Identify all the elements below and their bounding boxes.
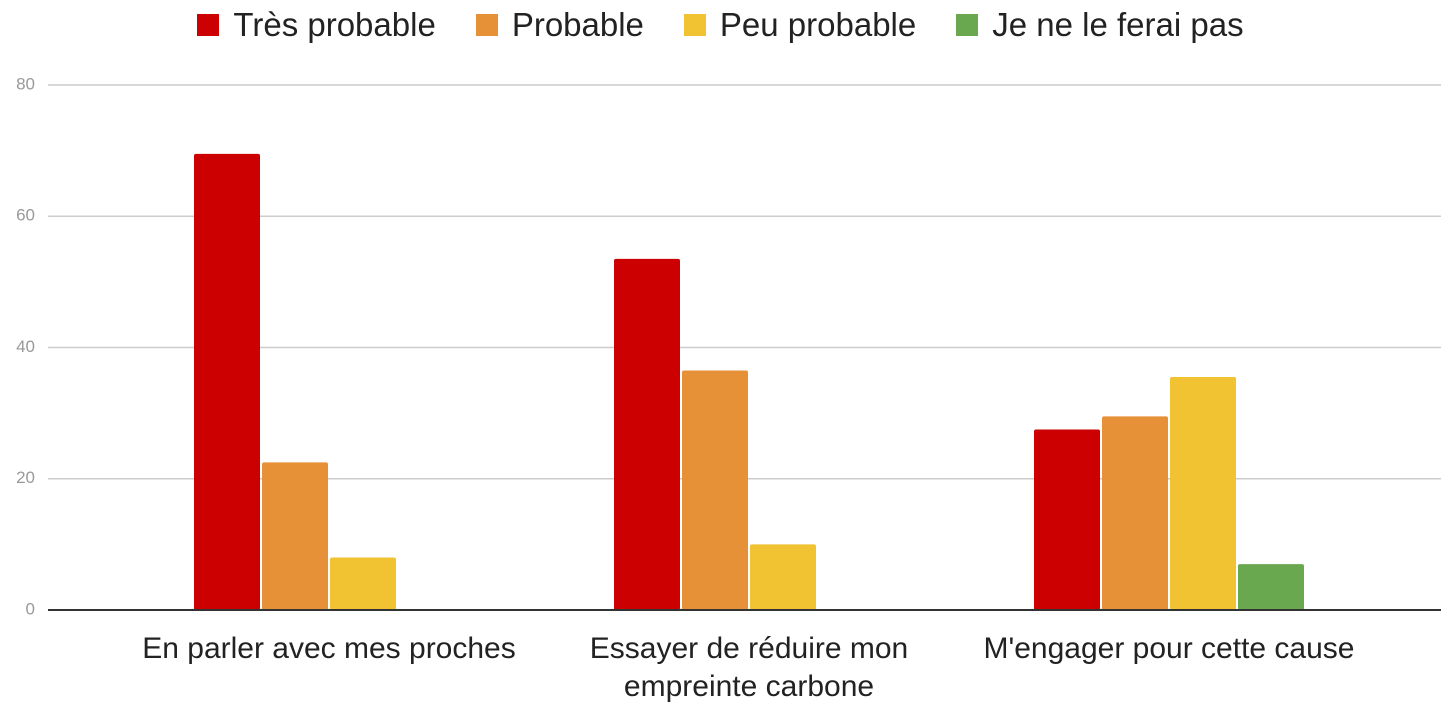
legend-swatch <box>956 14 979 36</box>
bar <box>262 462 328 610</box>
y-tick-label: 80 <box>16 74 35 93</box>
bar <box>750 544 816 610</box>
bar <box>1238 564 1304 610</box>
legend-item: Probable <box>475 6 644 44</box>
y-tick-label: 0 <box>26 599 35 618</box>
legend-label: Peu probable <box>719 6 917 43</box>
bar <box>1170 377 1236 610</box>
x-tick-label: M'engager pour cette cause <box>983 632 1355 665</box>
legend-item: Peu probable <box>683 6 917 44</box>
bar <box>194 153 260 610</box>
bar <box>330 557 396 610</box>
legend-item: Je ne le ferai pas <box>956 6 1244 44</box>
legend-swatch <box>197 14 220 36</box>
legend: Très probable Probable Peu probable Je ne l… <box>0 0 1441 50</box>
legend-swatch <box>683 14 706 36</box>
legend-label: Je ne le ferai pas <box>992 6 1244 43</box>
bar <box>614 258 680 610</box>
y-tick-label: 20 <box>16 468 35 487</box>
x-tick-label: En parler avec mes proches <box>142 632 516 665</box>
bar <box>1102 416 1168 610</box>
x-tick-label: Essayer de réduire mon empreinte carbone <box>589 632 909 703</box>
legend-label: Probable <box>511 6 644 43</box>
legend-label: Très probable <box>233 6 436 43</box>
legend-item: Très probable <box>197 6 436 44</box>
y-tick-label: 40 <box>16 337 35 356</box>
bar <box>1034 429 1100 610</box>
bar <box>682 370 748 610</box>
y-tick-label: 60 <box>16 206 35 225</box>
legend-swatch <box>475 14 498 36</box>
